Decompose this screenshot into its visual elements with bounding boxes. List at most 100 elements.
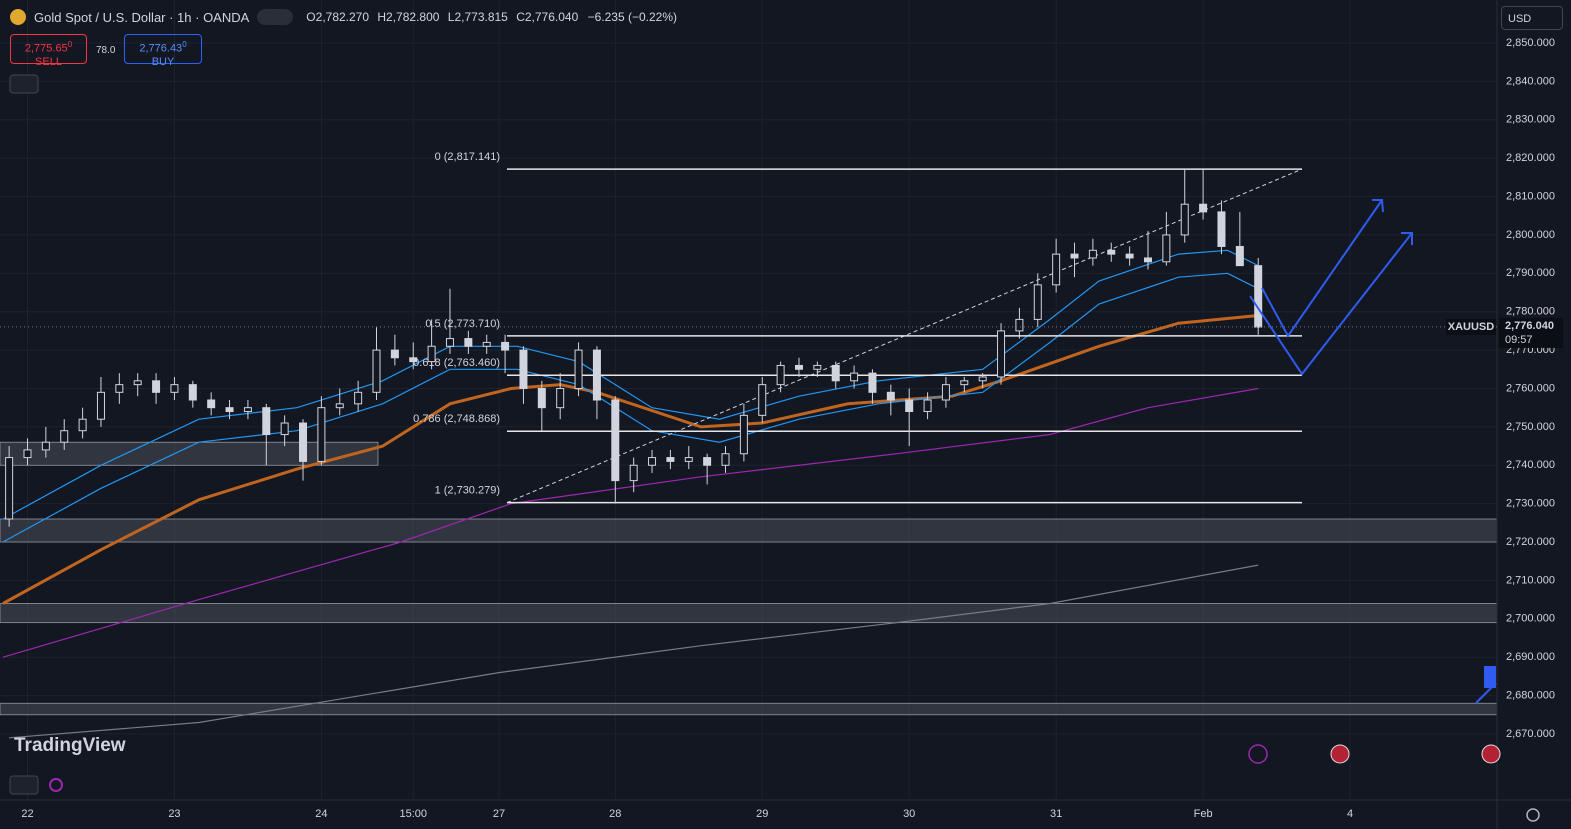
symbol-title: Gold Spot / U.S. Dollar · 1h · OANDA	[34, 9, 250, 25]
indicator-line	[9, 564, 1259, 739]
x-tick-label: 15:00	[399, 808, 427, 820]
y-tick-label: 2,800.000	[1506, 229, 1555, 241]
status-pill[interactable]	[257, 9, 294, 25]
candle-body	[78, 418, 87, 432]
y-tick-label: 2,720.000	[1506, 536, 1555, 548]
candle-body	[501, 341, 510, 351]
candle-body	[1125, 253, 1134, 259]
y-tick-label: 2,700.000	[1506, 613, 1555, 625]
candle-body	[519, 349, 528, 389]
fib-label: 1 (2,730.279)	[435, 484, 500, 496]
indicator-line	[2, 387, 1259, 658]
y-tick-label: 2,690.000	[1506, 651, 1555, 663]
candle-body	[648, 457, 657, 466]
candle-body	[207, 399, 216, 409]
currency-select[interactable]: USD	[1501, 6, 1563, 30]
candle-body	[758, 384, 767, 416]
candle-body	[243, 407, 252, 413]
candle-body	[960, 380, 969, 386]
bottom-icons	[9, 74, 1540, 822]
trend-line	[506, 168, 1303, 504]
y-tick-label: 2,780.000	[1506, 306, 1555, 318]
y-tick-label: 2,790.000	[1506, 267, 1555, 279]
candle-body	[317, 407, 326, 462]
y-tick-label: 2,670.000	[1506, 728, 1555, 740]
ohlc-value: 2,773.815	[454, 10, 508, 24]
x-tick-label: 29	[756, 808, 768, 820]
candle-body	[684, 457, 693, 462]
header: Gold Spot / U.S. Dollar · 1h · OANDA O2,…	[10, 9, 677, 25]
collapse-button[interactable]	[9, 74, 39, 94]
y-tick-label: 2,750.000	[1506, 421, 1555, 433]
candle-body	[152, 380, 161, 393]
spread: 78.0	[96, 45, 116, 56]
candles	[5, 169, 1263, 527]
candle-body	[794, 364, 803, 370]
buy-button[interactable]: 2,776.430 BUY	[124, 34, 202, 68]
candle-body	[335, 403, 344, 409]
y-tick-label: 2,810.000	[1506, 190, 1555, 202]
collapse-button[interactable]	[9, 775, 39, 795]
symbol-tag	[1446, 318, 1496, 335]
candle-body	[1033, 284, 1042, 320]
candle-body	[482, 341, 491, 347]
candle-body	[739, 414, 748, 455]
candle-body	[5, 457, 14, 520]
zone	[0, 441, 379, 466]
candle-body	[41, 441, 50, 451]
candle-body	[1070, 253, 1079, 259]
arrow-a	[1261, 199, 1383, 338]
countdown-label: 09:57	[1505, 334, 1533, 346]
y-tick-label: 2,710.000	[1506, 574, 1555, 586]
arrow-b-head	[1401, 232, 1413, 245]
candle-body	[629, 464, 638, 482]
candle-body	[721, 453, 730, 466]
candle-body	[115, 384, 124, 393]
candle-body	[1143, 257, 1152, 263]
candle-body	[372, 349, 381, 393]
sell-fraction: 0	[67, 40, 73, 49]
candle-body	[409, 357, 418, 363]
candle-body	[1162, 234, 1171, 263]
ohlc-key: C	[516, 10, 525, 24]
candle-body	[170, 384, 179, 393]
fib-label: 0.618 (2,763.460)	[413, 357, 500, 369]
x-tick-label: 24	[315, 808, 327, 820]
settings-icon[interactable]	[1526, 808, 1540, 822]
indicator-line	[2, 272, 1259, 543]
candle-body	[1015, 318, 1024, 332]
y-tick-label: 2,830.000	[1506, 114, 1555, 126]
candle-body	[666, 457, 675, 462]
candle-body	[299, 422, 308, 462]
candle-body	[556, 387, 565, 409]
price-tag-label: 2,776.040	[1505, 320, 1554, 332]
ohlc-key: H	[377, 10, 387, 24]
marker	[1484, 666, 1496, 688]
fib-label: 0 (2,817.141)	[435, 151, 500, 163]
ohlc-value: 2,782.270	[315, 10, 370, 24]
sync-icon[interactable]	[49, 778, 63, 792]
x-tick-label: Feb	[1194, 808, 1213, 820]
ohlc: O2,782.270 H2,782.800 L2,773.815 C2,776.…	[301, 10, 677, 24]
logo: TradingView	[14, 735, 126, 756]
candle-body	[188, 384, 197, 401]
sell-button[interactable]: 2,775.650 SELL	[10, 34, 87, 68]
candle-body	[262, 407, 271, 436]
y-tick-label: 2,760.000	[1506, 382, 1555, 394]
event-icon	[1248, 744, 1268, 764]
x-tick-label: 23	[168, 808, 180, 820]
buy-price: 2,776.43	[139, 42, 183, 55]
candle-body	[1199, 203, 1208, 213]
buy-fraction: 0	[182, 40, 187, 49]
sell-price: 2,775.65	[24, 42, 68, 55]
y-tick-label: 2,850.000	[1506, 37, 1555, 49]
candle-body	[1107, 249, 1116, 255]
candle-body	[592, 349, 601, 401]
candle-body	[886, 391, 895, 401]
candle-body	[1180, 203, 1189, 236]
grid	[0, 0, 1497, 800]
ohlc-key: O	[306, 10, 316, 24]
candle-body	[1217, 211, 1226, 247]
candle-body	[60, 430, 69, 443]
